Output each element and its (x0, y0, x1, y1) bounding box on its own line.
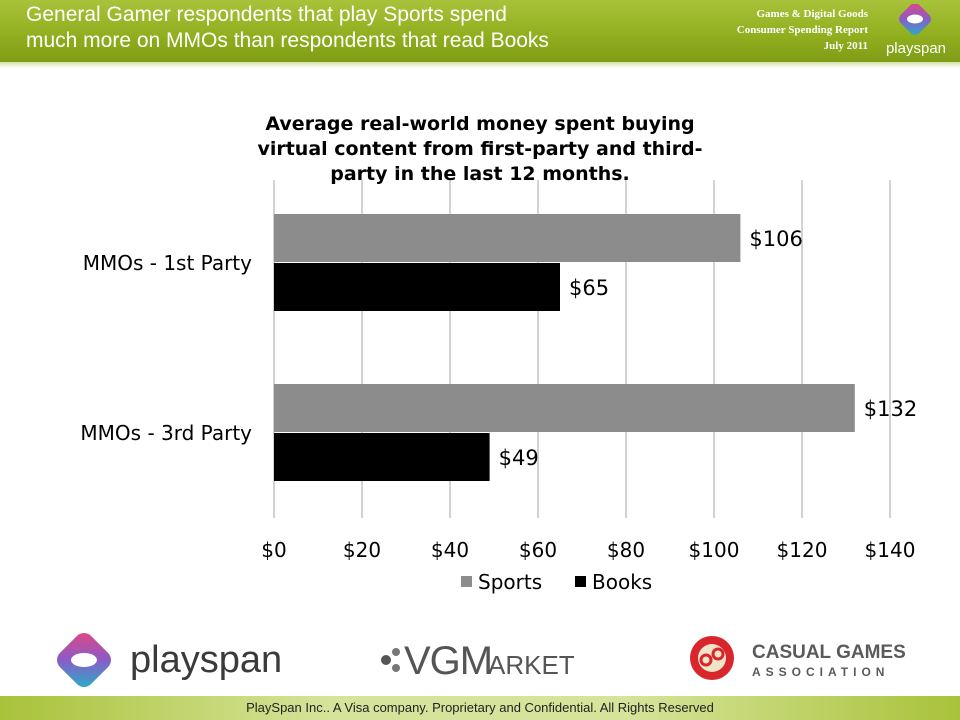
data-label-books-1: $49 (499, 446, 539, 470)
chart-data-labels: $106 $65 $132 $49 (499, 227, 918, 470)
x-tick-label-1: $20 (343, 538, 381, 562)
vgmarket-logo-text: VGM (404, 639, 492, 683)
data-label-books-0: $65 (569, 276, 609, 300)
chart-category-labels: MMOs - 1st Party MMOs - 3rd Party (80, 251, 252, 445)
sponsor-logos: playspan VGM ARKET CASUAL GAMES ASSOCIAT… (57, 633, 906, 687)
data-label-sports-1: $132 (864, 397, 917, 421)
vgmarket-logo-suffix: ARKET (488, 650, 575, 680)
x-tick-label-4: $80 (607, 538, 645, 562)
header-bar: General Gamer respondents that play Spor… (0, 0, 960, 62)
chart-title-line-3: party in the last 12 months. (330, 163, 630, 185)
page-title-line-2: much more on MMOs than respondents that … (26, 29, 549, 52)
x-tick-label-0: $0 (261, 538, 286, 562)
chart-bars (274, 214, 855, 481)
bar-sports-1 (274, 384, 855, 432)
chart-title: Average real-world money spent buying vir… (257, 113, 702, 185)
header-shadow (0, 62, 960, 68)
footer-text: PlaySpan Inc.. A Visa company. Proprieta… (246, 700, 714, 715)
cga-logo-line-2: ASSOCIATION (752, 665, 889, 679)
category-label-1: MMOs - 3rd Party (80, 421, 252, 445)
playspan-logo: playspan (57, 633, 282, 687)
category-label-0: MMOs - 1st Party (83, 251, 252, 275)
x-tick-label-3: $60 (519, 538, 557, 562)
data-label-sports-0: $106 (749, 227, 802, 251)
report-name-line-1: Games & Digital Goods (756, 8, 868, 20)
x-tick-label-5: $100 (689, 538, 740, 562)
page-title-line-1: General Gamer respondents that play Spor… (26, 3, 507, 26)
legend-swatch-books (575, 576, 586, 587)
casual-games-association-logo: CASUAL GAMES ASSOCIATION (690, 636, 906, 680)
playspan-header-wordmark: playspan (885, 40, 947, 57)
chart-x-tick-labels: $0 $20 $40 $60 $80 $100 $120 $140 (261, 538, 915, 562)
report-date: July 2011 (823, 40, 868, 52)
legend-swatch-sports (461, 576, 472, 587)
bar-chart: Average real-world money spent buying vir… (80, 113, 918, 594)
x-tick-label-2: $40 (431, 538, 469, 562)
cga-logo-line-1: CASUAL GAMES (752, 642, 906, 663)
bar-books-0 (274, 263, 560, 311)
chart-title-line-1: Average real-world money spent buying (265, 113, 694, 135)
report-name-line-2: Consumer Spending Report (736, 24, 868, 36)
x-tick-label-7: $140 (865, 538, 916, 562)
vgmarket-dots-icon (381, 655, 391, 665)
page-title: General Gamer respondents that play Spor… (26, 2, 666, 54)
x-tick-label-6: $120 (777, 538, 828, 562)
playspan-logo-icon (899, 3, 931, 35)
playspan-logo-text: playspan (130, 639, 282, 681)
footer-bar: PlaySpan Inc.. A Visa company. Proprieta… (0, 696, 960, 720)
vgmarket-logo: VGM ARKET (381, 639, 575, 683)
bar-books-1 (274, 433, 490, 481)
legend-label-sports: Sports (478, 570, 542, 594)
report-info: Games & Digital Goods Consumer Spending … (668, 6, 868, 54)
bar-sports-0 (274, 214, 741, 262)
playspan-header-logo: playspan (878, 3, 954, 62)
legend-label-books: Books (592, 570, 652, 594)
chart-title-line-2: virtual content from first-party and thi… (257, 138, 702, 160)
chart-legend: Sports Books (461, 570, 652, 594)
